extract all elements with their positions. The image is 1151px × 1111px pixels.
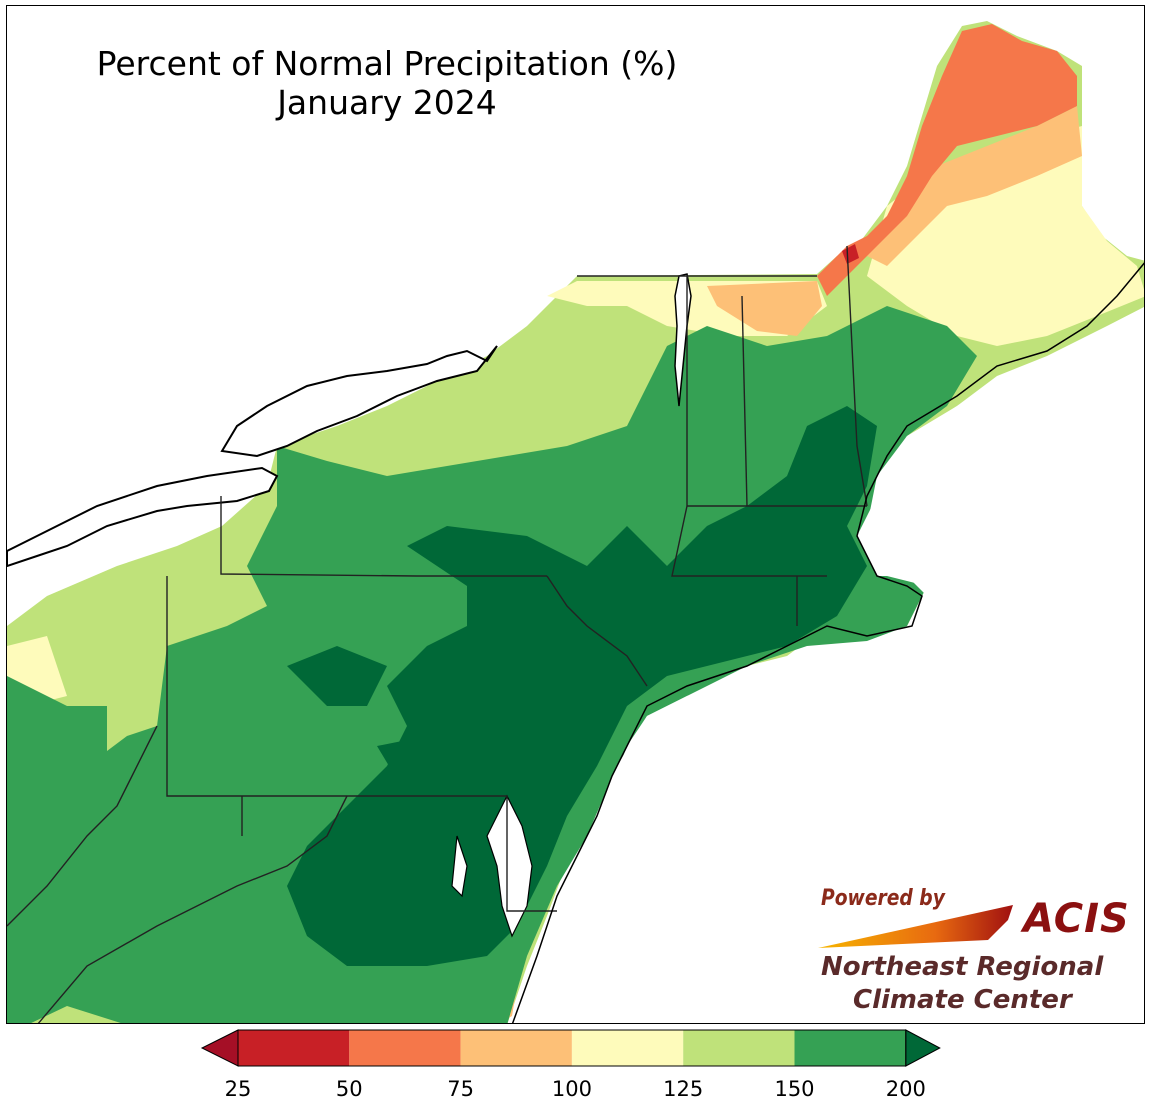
colorbar-tick-label: 25 xyxy=(224,1077,252,1101)
map-title: Percent of Normal Precipitation (%) xyxy=(96,44,678,83)
colorbar-tick-label: 100 xyxy=(551,1077,592,1101)
colorbar-tick-label: 50 xyxy=(335,1077,363,1101)
region-orange xyxy=(817,24,1077,296)
ocean xyxy=(517,307,1144,1023)
org-name-line1: Northeast Regional xyxy=(821,952,1104,982)
region-light-orange xyxy=(497,106,1082,1023)
acis-logo: Powered by ACIS Northeast Regional Clima… xyxy=(813,886,1133,1021)
colorbar-bin xyxy=(460,1030,572,1066)
colorbar-bin xyxy=(349,1030,461,1066)
swoosh-graphic xyxy=(818,905,1013,948)
coastline xyxy=(511,262,1144,1023)
region-pale xyxy=(7,126,1144,906)
chesapeake-bay xyxy=(451,794,533,938)
acis-wordmark: ACIS xyxy=(1023,896,1130,942)
map-subtitle: January 2024 xyxy=(277,83,497,122)
colorbar xyxy=(200,1029,941,1067)
colorbar-outline xyxy=(237,1029,907,1067)
colorbar-tick-label: 150 xyxy=(774,1077,815,1101)
org-name-line2: Climate Center xyxy=(853,985,1072,1015)
colorbar-under-arrow xyxy=(200,1029,239,1067)
state-borders xyxy=(7,245,868,1023)
powered-by-label: Powered by xyxy=(821,886,945,911)
colorbar-tick-label: 200 xyxy=(885,1077,926,1101)
colorbar-bin xyxy=(794,1030,906,1066)
colorbar-bin xyxy=(238,1030,350,1066)
colorbar-tick-label: 125 xyxy=(663,1077,704,1101)
lake-ontario xyxy=(220,345,498,458)
colorbar-bin xyxy=(683,1030,795,1066)
colorbar-over-arrow xyxy=(905,1029,941,1067)
region-red xyxy=(842,244,859,264)
region-darkest-green xyxy=(287,406,877,966)
precipitation-map xyxy=(7,21,1144,1023)
lake-erie xyxy=(7,466,279,568)
colorbar-tick-label: 75 xyxy=(447,1077,474,1101)
colorbar-bin xyxy=(571,1030,684,1066)
map-frame: Percent of Normal Precipitation (%) Janu… xyxy=(6,5,1145,1024)
